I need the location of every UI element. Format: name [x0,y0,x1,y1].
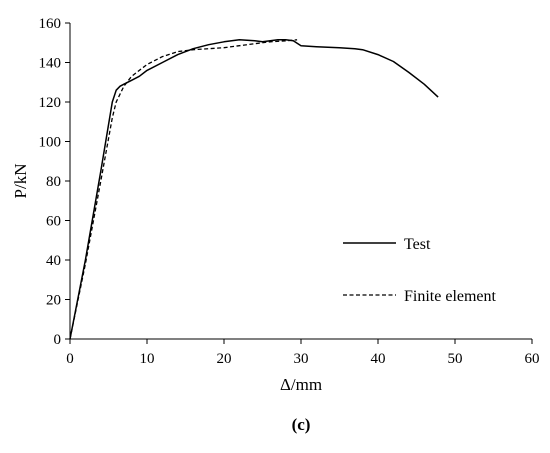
x-axis-label: Δ/mm [280,375,322,394]
y-tick-label: 0 [54,332,62,348]
y-tick-label: 40 [46,253,61,269]
x-tick-label: 20 [217,351,232,367]
series-line-test [69,39,439,340]
x-tick-label: 50 [448,351,463,367]
y-tick-label: 80 [46,174,61,190]
y-tick-label: 120 [39,95,62,111]
series-line-finite-element [69,39,298,340]
x-tick-label: 0 [66,351,74,367]
legend: Test Finite element [343,236,497,305]
y-axis-label: P/kN [11,164,30,199]
y-tick-label: 20 [46,293,61,309]
y-tick-label: 140 [39,56,62,72]
x-tick-label: 30 [294,351,309,367]
plot-area [69,39,439,340]
x-tick-label: 60 [525,351,540,367]
y-tick-label: 100 [39,135,62,151]
x-tick-label: 10 [140,351,155,367]
tick-labels: 0 20 40 60 80 100 120 140 160 0 10 20 30 40 50 60 [39,16,540,367]
y-tick-label: 60 [46,214,61,230]
legend-label-finite-element: Finite element [404,288,497,305]
legend-label-test: Test [404,236,431,253]
y-tick-label: 160 [39,16,62,32]
panel-label: (c) [292,415,311,434]
x-tick-label: 40 [371,351,386,367]
axes [65,22,533,344]
